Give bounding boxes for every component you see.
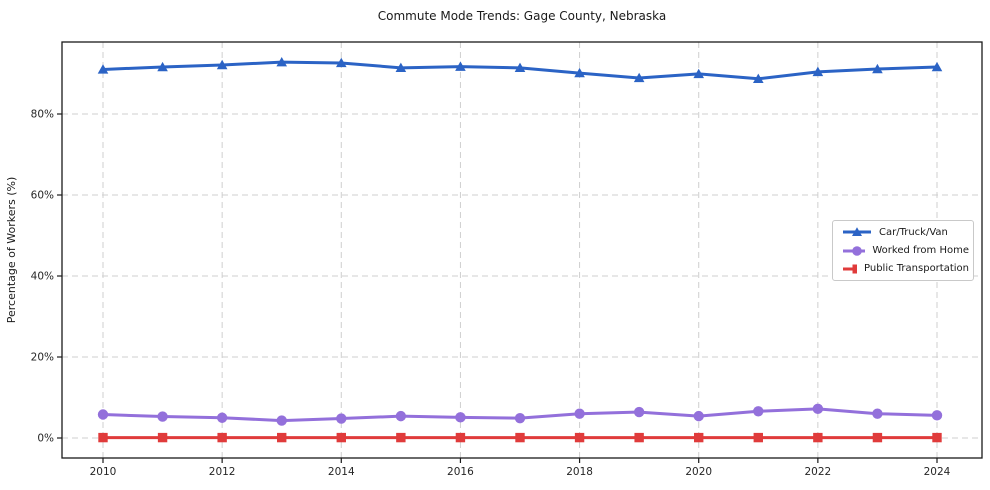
- data-point-marker: [932, 432, 942, 443]
- x-tick-label: 2022: [804, 466, 831, 478]
- x-tick-label: 2018: [566, 466, 593, 478]
- circle-marker-icon: [843, 245, 866, 256]
- data-point-marker: [633, 72, 645, 83]
- y-tick-label: 60%: [31, 190, 54, 202]
- x-tick-label: 2020: [685, 466, 712, 478]
- data-point-marker: [574, 432, 585, 443]
- data-point-marker: [157, 61, 168, 72]
- legend-label: Car/Truck/Van: [879, 226, 948, 238]
- chart-title: Commute Mode Trends: Gage County, Nebras…: [378, 9, 667, 23]
- x-tick-label: 2010: [90, 466, 117, 478]
- y-tick-label: 40%: [31, 271, 54, 283]
- data-point-marker: [812, 403, 824, 415]
- y-tick-label: 20%: [31, 352, 54, 364]
- data-point-marker: [98, 432, 108, 443]
- y-tick-label: 80%: [31, 109, 54, 121]
- legend: Car/Truck/Van Worked from Home Public Tr…: [832, 220, 974, 281]
- data-point-marker: [455, 432, 466, 443]
- x-tick-label: 2024: [924, 466, 951, 478]
- data-point-marker: [395, 410, 407, 422]
- data-point-marker: [97, 64, 109, 74]
- data-series: [97, 56, 943, 443]
- data-point-marker: [97, 409, 109, 420]
- data-point-marker: [753, 406, 764, 417]
- data-point-marker: [574, 67, 585, 78]
- data-point-marker: [335, 57, 347, 68]
- legend-item-worked-from-home: Worked from Home: [842, 242, 969, 260]
- legend-item-public-transportation: Public Transportation: [842, 260, 969, 278]
- data-point-marker: [574, 408, 585, 419]
- data-point-marker: [157, 432, 168, 443]
- data-point-marker: [276, 56, 288, 67]
- data-point-marker: [812, 66, 824, 77]
- y-axis-label: Percentage of Workers (%): [5, 177, 18, 324]
- data-point-marker: [872, 63, 883, 74]
- legend-label: Public Transportation: [864, 263, 969, 275]
- data-point-marker: [515, 432, 525, 443]
- legend-label: Worked from Home: [872, 245, 969, 256]
- data-point-marker: [157, 411, 168, 422]
- legend-item-car-truck-van: Car/Truck/Van: [842, 223, 969, 241]
- plot-border: [61, 41, 983, 459]
- data-point-marker: [217, 432, 227, 443]
- data-point-marker: [633, 406, 645, 418]
- data-point-marker: [336, 432, 346, 443]
- data-point-marker: [514, 62, 526, 73]
- data-point-marker: [872, 408, 883, 419]
- data-point-marker: [931, 410, 943, 421]
- data-point-marker: [872, 432, 883, 443]
- x-tick-label: 2016: [447, 466, 474, 478]
- y-tick-label: 0%: [37, 433, 54, 445]
- data-point-marker: [514, 412, 526, 424]
- data-point-marker: [216, 59, 228, 70]
- axes-ticks: 0% 20% 40% 60% 80% 2010 2012 2014 2016 2018 2020 20…: [31, 109, 951, 478]
- data-point-marker: [455, 61, 466, 71]
- data-point-marker: [753, 432, 763, 443]
- data-point-marker: [813, 432, 823, 443]
- data-point-marker: [752, 73, 764, 83]
- x-tick-label: 2014: [328, 466, 355, 478]
- data-point-marker: [693, 410, 704, 422]
- data-point-marker: [693, 68, 705, 79]
- data-point-marker: [396, 432, 406, 443]
- data-point-marker: [276, 415, 287, 426]
- data-point-marker: [395, 62, 407, 73]
- data-point-marker: [455, 412, 466, 423]
- x-tick-label: 2012: [209, 466, 236, 478]
- data-point-marker: [634, 432, 644, 443]
- data-point-marker: [694, 432, 704, 443]
- data-point-marker: [931, 61, 943, 72]
- square-marker-icon: [843, 264, 858, 274]
- data-point-marker: [277, 432, 287, 443]
- triangle-marker-icon: [843, 227, 871, 237]
- data-point-marker: [336, 413, 347, 424]
- data-point-marker: [216, 412, 228, 423]
